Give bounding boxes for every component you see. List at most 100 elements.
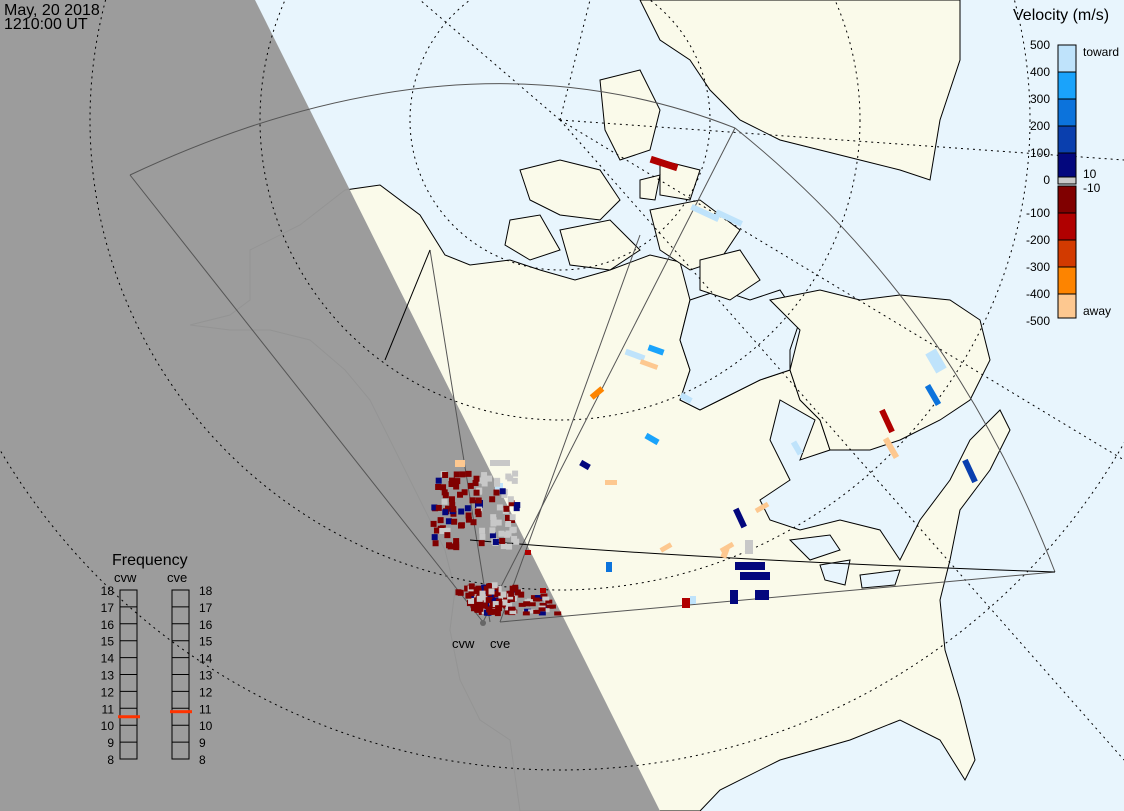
velocity-cell <box>523 601 531 606</box>
velocity-tick: 0 <box>1043 173 1050 187</box>
gs-upper-label: 10 <box>1083 167 1097 181</box>
velocity-cell <box>483 609 490 616</box>
velocity-cell <box>682 598 690 608</box>
velocity-cell <box>464 505 471 512</box>
velocity-cell <box>468 597 475 604</box>
velocity-cell <box>430 520 437 527</box>
velocity-cell <box>606 562 612 572</box>
velocity-cell <box>437 517 444 524</box>
velocity-color-step <box>1057 266 1077 295</box>
velocity-cell <box>507 496 514 503</box>
frequency-tick: 17 <box>199 601 213 615</box>
velocity-cell <box>479 527 486 534</box>
velocity-cell <box>528 609 536 614</box>
velocity-cell <box>458 522 465 529</box>
velocity-cell <box>503 505 510 512</box>
velocity-cell <box>730 590 738 604</box>
velocity-cell <box>481 602 488 609</box>
frequency-tick: 12 <box>101 685 115 699</box>
velocity-cell <box>481 472 488 479</box>
velocity-cell <box>511 477 518 484</box>
velocity-cell <box>505 473 512 480</box>
border-line <box>384 249 431 361</box>
velocity-color-step <box>1057 212 1077 241</box>
time-label: 1210:00 UT <box>4 16 88 33</box>
velocity-cell <box>690 203 720 223</box>
velocity-cell <box>509 527 516 534</box>
velocity-cell <box>505 520 512 527</box>
velocity-tick: -400 <box>1026 287 1050 301</box>
velocity-color-step <box>1057 185 1077 214</box>
velocity-cell <box>525 550 531 555</box>
velocity-cell <box>453 483 460 490</box>
gs-lower-label: -10 <box>1083 181 1101 195</box>
frequency-tick: 11 <box>199 702 212 716</box>
velocity-cell <box>455 589 462 596</box>
frequency-tick: 18 <box>101 584 115 598</box>
velocity-cell <box>453 544 460 551</box>
ground-scatter-swatch <box>1057 176 1077 185</box>
velocity-cell <box>735 562 765 570</box>
velocity-cell <box>442 471 449 478</box>
frequency-tick: 16 <box>101 618 115 632</box>
velocity-cell <box>540 593 548 598</box>
hudson-bay <box>679 289 801 411</box>
velocity-cell <box>509 585 516 592</box>
velocity-cell <box>501 491 508 498</box>
velocity-cell <box>485 583 492 590</box>
velocity-cell <box>882 436 900 460</box>
velocity-cell <box>644 432 660 446</box>
frequency-tick: 10 <box>101 719 115 733</box>
velocity-color-step <box>1057 98 1077 127</box>
velocity-cell <box>439 527 446 534</box>
velocity-cell <box>518 591 525 598</box>
velocity-cell <box>476 595 483 602</box>
velocity-cell <box>490 517 497 524</box>
velocity-cell <box>454 478 461 485</box>
frequency-tick: 15 <box>199 635 213 649</box>
velocity-cell <box>490 460 510 466</box>
velocity-cell <box>457 491 464 498</box>
lat-lon-grid <box>0 0 1124 771</box>
freq-radar-cvw: cvw <box>114 570 137 585</box>
velocity-cell <box>492 538 499 545</box>
velocity-cell <box>733 507 747 529</box>
frequency-tick: 12 <box>199 685 213 699</box>
velocity-cell <box>538 611 546 616</box>
velocity-cell <box>514 502 521 509</box>
velocity-cell <box>514 589 521 596</box>
velocity-cell <box>715 209 743 227</box>
frequency-marker-cve <box>170 710 192 714</box>
velocity-cell <box>453 471 460 478</box>
velocity-cell <box>579 459 591 471</box>
velocity-cell <box>496 601 503 608</box>
velocity-cell <box>522 611 530 616</box>
velocity-tick: -200 <box>1026 233 1050 247</box>
velocity-cell <box>468 590 475 597</box>
velocity-cell <box>444 527 451 534</box>
velocity-cell <box>465 592 472 599</box>
frequency-panel: Frequency cvw cve 18 17 16 15 14 13 12 11 10 9 8 18… <box>101 552 213 767</box>
velocity-cell <box>524 608 532 613</box>
velocity-cell <box>448 481 455 488</box>
velocity-cell <box>448 496 455 503</box>
velocity-cell <box>449 501 456 508</box>
velocity-color-step <box>1057 44 1077 73</box>
velocity-cell <box>492 597 499 604</box>
frequency-tick: 8 <box>107 753 114 767</box>
frequency-tick: 15 <box>101 635 115 649</box>
velocity-cell <box>477 605 484 612</box>
velocity-cell <box>474 508 481 515</box>
velocity-cell <box>480 477 487 484</box>
velocity-cell <box>474 606 481 613</box>
velocity-cell <box>489 527 496 534</box>
velocity-cell <box>534 595 542 600</box>
toward-label: toward <box>1083 45 1119 59</box>
velocity-cell <box>479 590 486 597</box>
frequency-tick: 9 <box>107 736 114 750</box>
velocity-cell <box>505 530 512 537</box>
velocity-cell <box>494 480 501 487</box>
velocity-cell <box>649 155 679 172</box>
velocity-cell <box>455 460 465 467</box>
